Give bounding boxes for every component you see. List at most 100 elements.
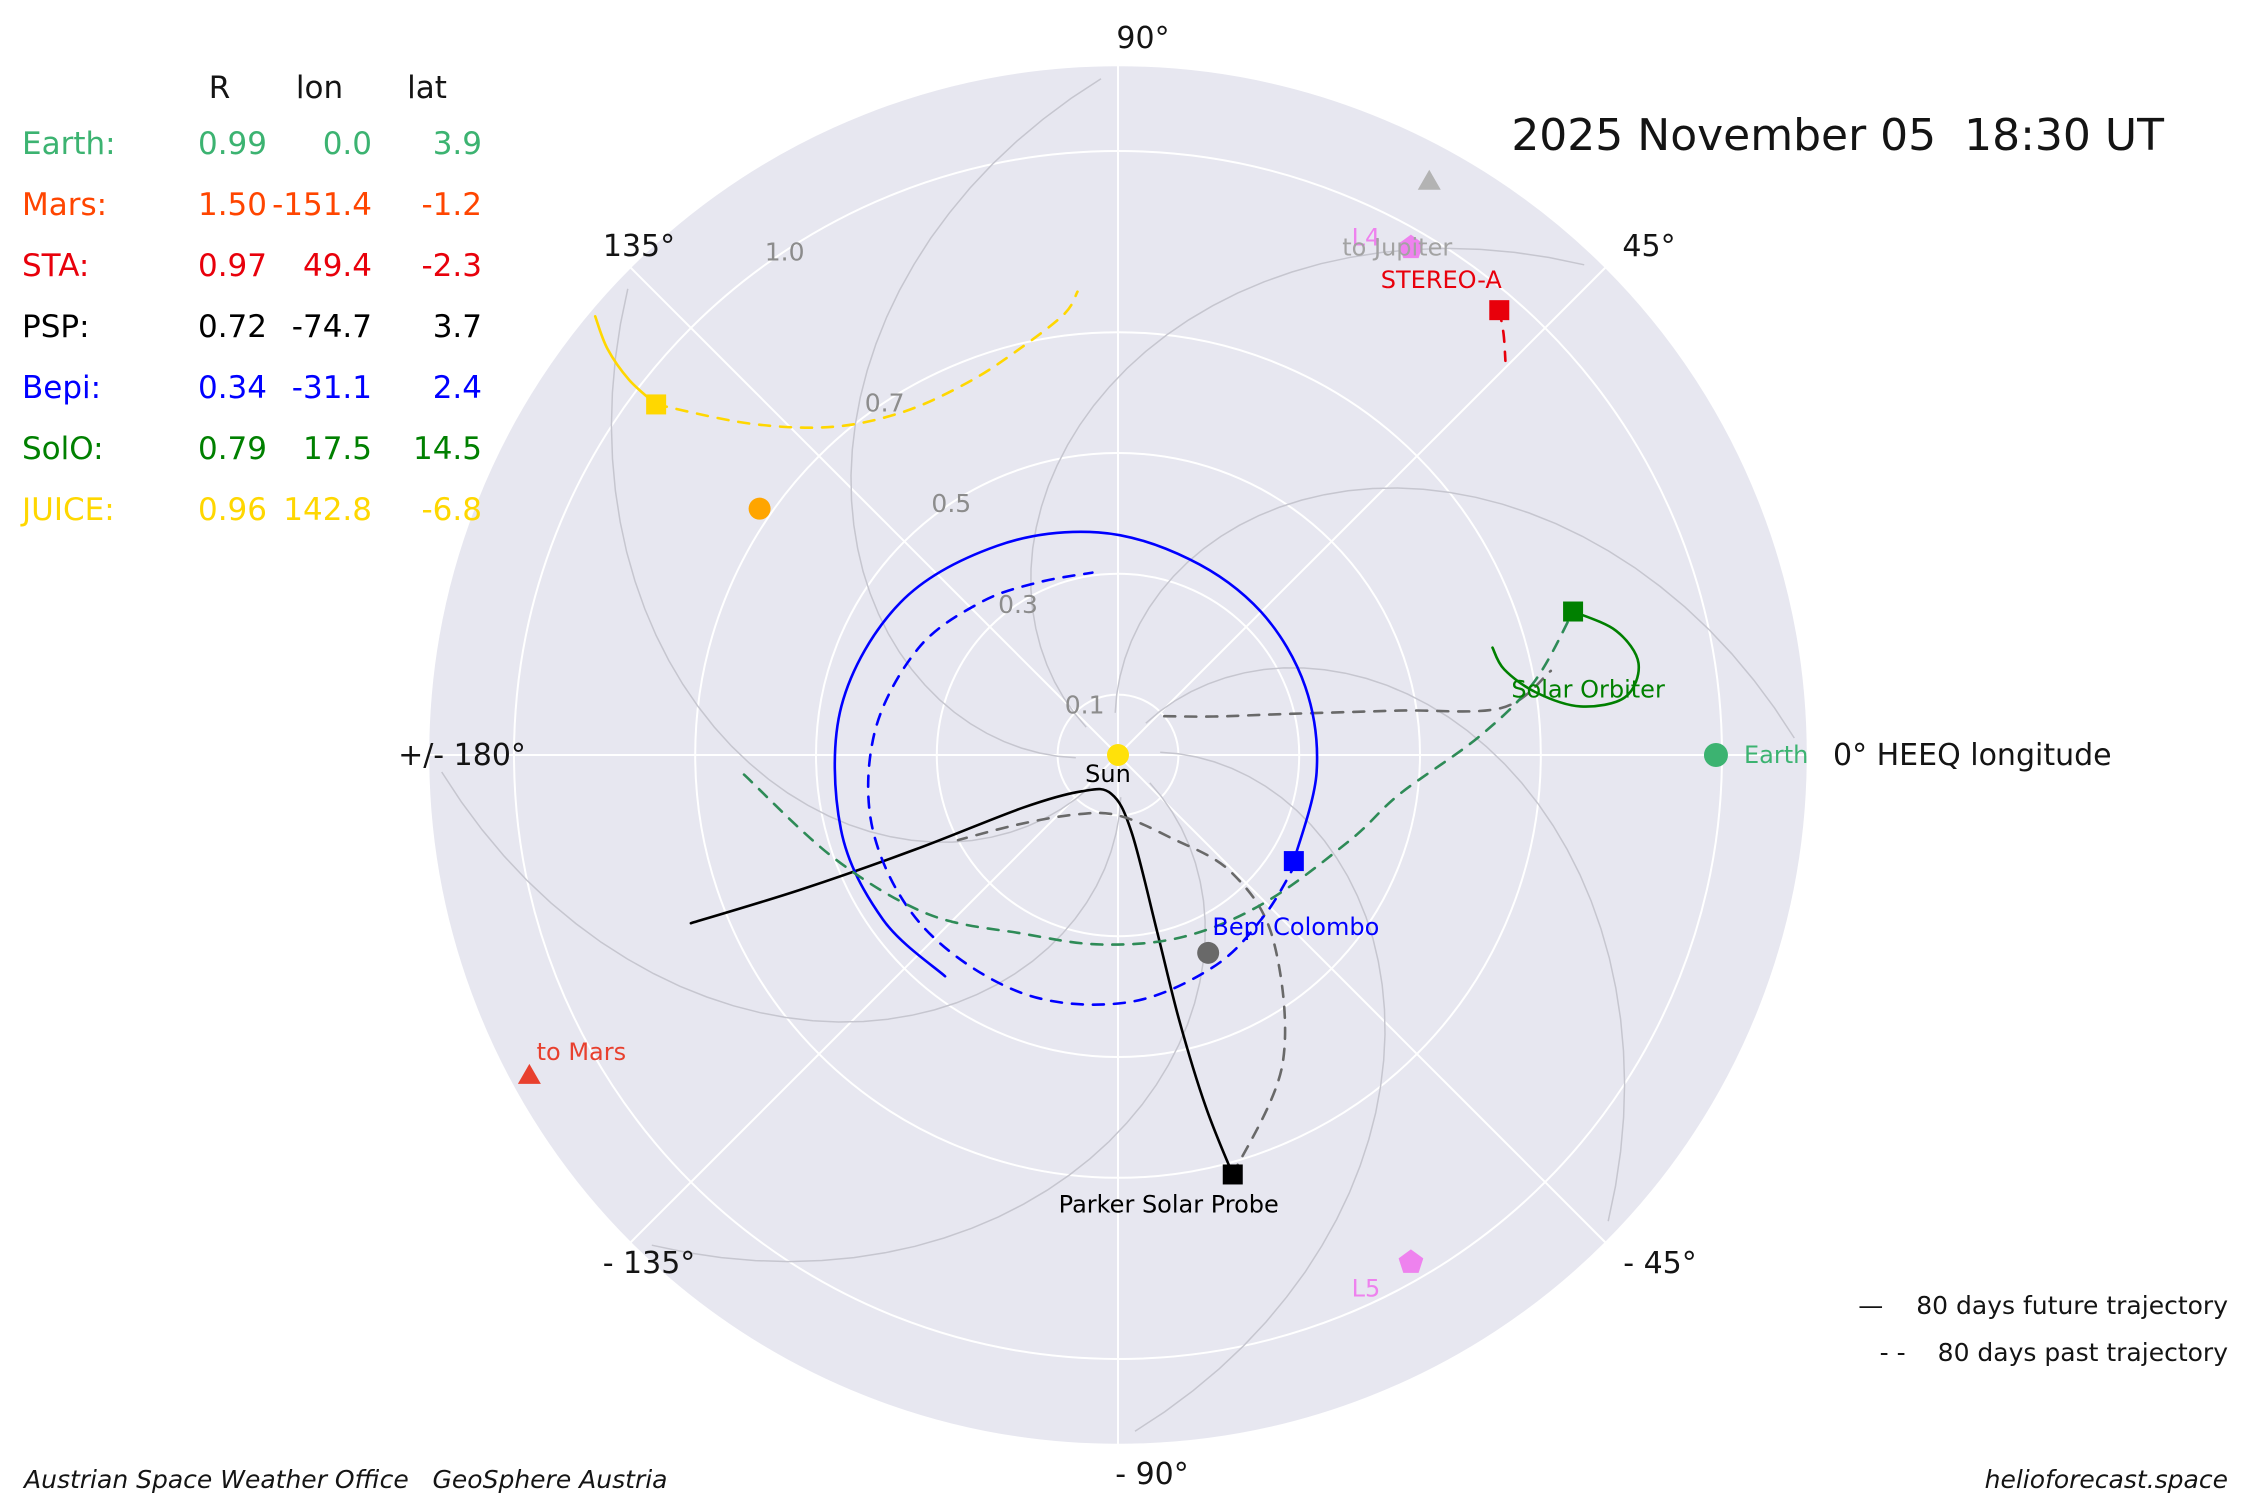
mercury-marker [1197,941,1220,964]
grid-radial-line-225 [629,754,1119,1244]
venus-marker [748,497,771,520]
parker-spiral [1030,247,1585,728]
l4-marker [1398,234,1424,259]
object-lon: 49.4 [302,248,372,284]
grid-radial-line-315 [1117,754,1607,1244]
object-name: Mars: [22,187,108,223]
position-table: R lon lat Earth: 0.99 0.0 3.9 Mars: 1.50 -151.… [22,62,482,541]
object-lat: 3.9 [432,126,482,162]
object-lon: -31.1 [291,370,372,406]
to-jupiter-marker [1417,169,1441,190]
table-row-juice: JUICE: 0.96 142.8 -6.8 [22,480,482,541]
object-name: JUICE: [22,492,115,528]
table-header-lat: lat [407,69,447,106]
solid-line-sample: — [1858,1291,1884,1320]
object-lon: 17.5 [302,431,372,467]
object-name: STA: [22,248,90,284]
table-row-bepi: Bepi: 0.34 -31.1 2.4 [22,358,482,419]
legend-label-future: 80 days future trajectory [1916,1291,2228,1320]
l4-label: L4 [1352,224,1381,252]
psp-marker [1222,1164,1243,1185]
parker-spiral [1114,487,1795,739]
table-row-mars: Mars: 1.50 -151.4 -1.2 [22,175,482,236]
table-row-earth: Earth: 0.99 0.0 3.9 [22,114,482,175]
table-body: Earth: 0.99 0.0 3.9 Mars: 1.50 -151.4 -1.2 STA: 0… [22,114,482,541]
object-name: PSP: [22,309,90,345]
to-jupiter-label: to Jupiter [1342,234,1452,262]
angle-label-neg45: - 45° [1623,1246,1697,1281]
l5-label: L5 [1352,1274,1381,1302]
r-tick-label-0.1: 0.1 [1065,691,1105,720]
r-tick-label-0.3: 0.3 [998,590,1038,619]
object-lat: -2.3 [421,248,483,284]
object-lat: 2.4 [432,370,482,406]
object-lon: -151.4 [272,187,372,223]
solo-marker [1563,601,1584,622]
table-header-row: R lon lat [22,62,482,114]
grid-radial-line-45 [1117,266,1607,756]
stereo-a-label: STEREO-A [1381,266,1503,294]
l5-marker [1398,1249,1424,1273]
object-lat: -1.2 [421,187,483,223]
object-r: 0.97 [197,248,267,284]
grid-radial-line-135 [629,266,1119,756]
trajectory-juice-past [654,290,1079,429]
trajectory-solo-past [742,610,1575,946]
legend-label-past: 80 days past trajectory [1937,1338,2228,1367]
date-time-title: 2025 November 05 18:30 UT [1511,110,2164,161]
trajectory-psp-past-inner [956,811,1287,1176]
angle-label-90: 90° [1116,21,1169,56]
trajectory-psp-past-outer [1163,669,1553,718]
angle-label-180: +/- 180° [398,738,526,773]
object-name: Earth: [22,126,116,162]
juice-marker [646,394,667,415]
trajectory-juice-future [593,315,658,406]
to-mars-label: to Mars [537,1038,627,1066]
angle-label-135: 135° [603,229,675,264]
table-row-sta: STA: 0.97 49.4 -2.3 [22,236,482,297]
earth-marker [1703,743,1728,767]
table-header-lon: lon [295,69,344,106]
table-row-psp: PSP: 0.72 -74.7 3.7 [22,297,482,358]
object-lat: 14.5 [412,431,482,467]
solo-label: Solar Orbiter [1511,676,1665,704]
r-tick-label-0.5: 0.5 [931,489,971,518]
trajectory-legend: — 80 days future trajectory - - 80 days … [1858,1282,2228,1376]
bepi-label: Bepi Colombo [1212,913,1379,941]
object-lat: 3.7 [432,309,482,345]
object-lon: 142.8 [283,492,372,528]
object-lat: -6.8 [421,492,483,528]
sun-label: Sun [1085,760,1131,788]
website-text: helioforecast.space [1984,1465,2228,1494]
object-name: Bepi: [22,370,102,406]
object-lon: -74.7 [291,309,372,345]
parker-spiral [610,288,1091,843]
stereo-a-marker [1489,300,1510,321]
object-r: 0.72 [197,309,267,345]
earth-label: Earth [1744,741,1808,769]
dashed-line-sample: - - [1879,1338,1906,1367]
object-r: 0.99 [197,126,267,162]
object-r: 1.50 [197,187,267,223]
r-tick-label-1.0: 1.0 [765,237,805,266]
object-r: 0.79 [197,431,267,467]
object-lon: 0.0 [322,126,372,162]
bepi-marker [1283,851,1304,872]
parker-spiral [1134,751,1386,1432]
legend-row-past: - - 80 days past trajectory [1858,1329,2228,1376]
sun-marker [1107,744,1129,766]
angle-label-neg135: - 135° [603,1246,696,1281]
credit-text: Austrian Space Weather Office GeoSphere … [24,1465,668,1494]
r-tick-label-0.7: 0.7 [865,388,905,417]
angle-label-0: 0° HEEQ longitude [1833,738,2112,773]
parker-spiral [651,782,1206,1263]
parker-spiral [441,771,1122,1023]
object-name: SolO: [22,431,104,467]
angle-label-45: 45° [1622,229,1675,264]
table-header-r: R [208,69,231,106]
object-r: 0.34 [197,370,267,406]
legend-row-future: — 80 days future trajectory [1858,1282,2228,1329]
trajectory-solo-future [1491,610,1641,708]
